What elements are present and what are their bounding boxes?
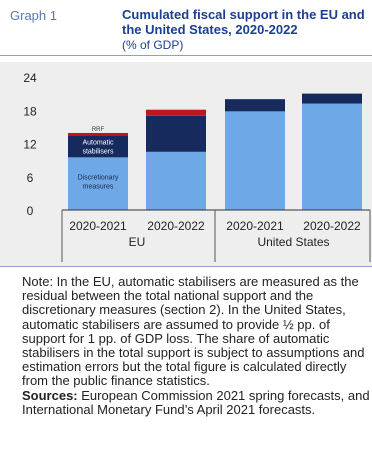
bar-segment — [146, 151, 206, 210]
bar-segment — [225, 99, 285, 112]
sources-label: Sources: — [22, 387, 78, 403]
rrf-label: RRF — [92, 127, 105, 133]
y-tick-label: 12 — [23, 138, 37, 152]
bar-chart: 0 6 12 18 24 RRF Automatic stabilisers Discretio… — [23, 71, 371, 262]
sources-line: Sources: European Commission 2021 spring… — [22, 387, 370, 417]
x-tick-label: 2020-2022 — [147, 219, 205, 233]
note-text: Note: In the EU, automatic stabilisers a… — [22, 274, 365, 389]
header-divider — [0, 55, 372, 56]
y-tick-label: 18 — [23, 104, 37, 118]
bar-segment — [68, 132, 128, 136]
bar-segment — [68, 135, 128, 158]
y-tick-label: 0 — [27, 204, 34, 218]
discretionary-measures-label: measures — [83, 184, 114, 191]
y-tick-label: 24 — [23, 71, 37, 85]
sources-text: European Commission 2021 spring forecast… — [22, 387, 370, 417]
bar-segment — [302, 93, 362, 104]
group-label: United States — [257, 235, 329, 249]
bar-segment — [146, 109, 206, 116]
automatic-stabilisers-label: Automatic — [82, 139, 114, 146]
x-tick-label: 2020-2021 — [69, 219, 127, 233]
note-block: Note: In the EU, automatic stabilisers a… — [22, 274, 370, 417]
bar-segment — [302, 103, 362, 210]
chart-title: Cumulated fiscal support in the EU and t… — [122, 7, 365, 37]
bar-segment — [68, 157, 128, 210]
y-tick-label: 6 — [27, 171, 34, 185]
x-tick-label: 2020-2022 — [303, 219, 361, 233]
chart-divider — [0, 266, 372, 267]
automatic-stabilisers-label: stabilisers — [82, 148, 114, 155]
graph-label: Graph 1 — [10, 8, 57, 23]
group-label: EU — [129, 235, 146, 249]
chart-subtitle: (% of GDP) — [122, 38, 184, 52]
figure-header: Graph 1 Cumulated fiscal support in the … — [0, 0, 372, 62]
bar-segment — [225, 111, 285, 210]
bar-segment — [146, 115, 206, 152]
x-tick-label: 2020-2021 — [226, 219, 284, 233]
discretionary-measures-label: Discretionary — [78, 175, 119, 182]
